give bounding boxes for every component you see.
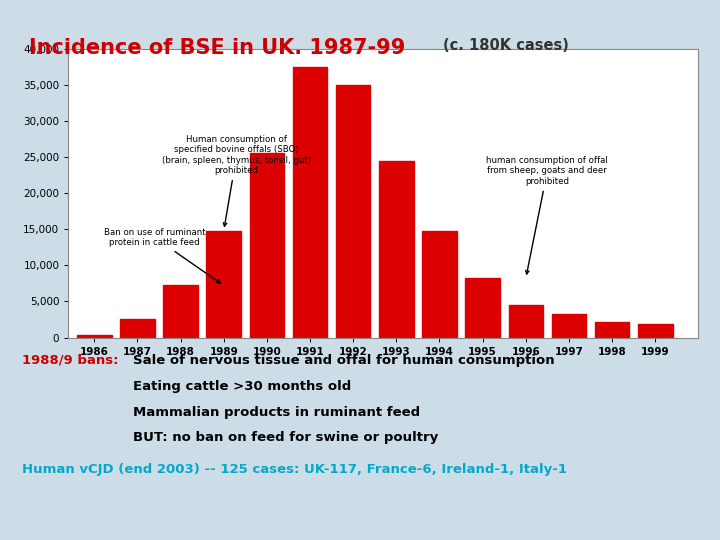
Text: (c. 180K cases): (c. 180K cases) — [443, 38, 569, 53]
Bar — [638, 325, 672, 338]
Bar — [552, 314, 586, 338]
Bar — [207, 231, 241, 338]
Text: Human vCJD (end 2003) -- 125 cases: UK-117, France-6, Ireland-1, Italy-1: Human vCJD (end 2003) -- 125 cases: UK-1… — [22, 463, 567, 476]
Bar — [163, 286, 198, 338]
Bar — [250, 153, 284, 338]
Bar — [293, 66, 328, 338]
Bar — [595, 322, 629, 338]
Text: Sale of nervous tissue and offal for human consumption: Sale of nervous tissue and offal for hum… — [133, 354, 555, 367]
Bar — [77, 335, 112, 338]
Bar — [422, 231, 456, 338]
Text: Eating cattle >30 months old: Eating cattle >30 months old — [133, 380, 351, 393]
Bar — [508, 305, 543, 338]
Text: 1988/9 bans:: 1988/9 bans: — [22, 354, 118, 367]
Text: Mammalian products in ruminant feed: Mammalian products in ruminant feed — [133, 406, 420, 419]
Text: Incidence of BSE in UK. 1987-99: Incidence of BSE in UK. 1987-99 — [29, 38, 405, 58]
Text: Human consumption of
specified bovine offals (SBO)
(brain, spleen, thymus, tonsi: Human consumption of specified bovine of… — [162, 135, 311, 226]
Bar — [120, 320, 155, 338]
Bar — [379, 160, 413, 338]
Text: BUT: no ban on feed for swine or poultry: BUT: no ban on feed for swine or poultry — [133, 431, 438, 444]
Bar — [336, 85, 371, 338]
Text: Ban on use of ruminant
protein in cattle feed: Ban on use of ruminant protein in cattle… — [104, 228, 220, 283]
Bar — [465, 278, 500, 338]
Text: human consumption of offal
from sheep, goats and deer
prohibited: human consumption of offal from sheep, g… — [487, 156, 608, 274]
